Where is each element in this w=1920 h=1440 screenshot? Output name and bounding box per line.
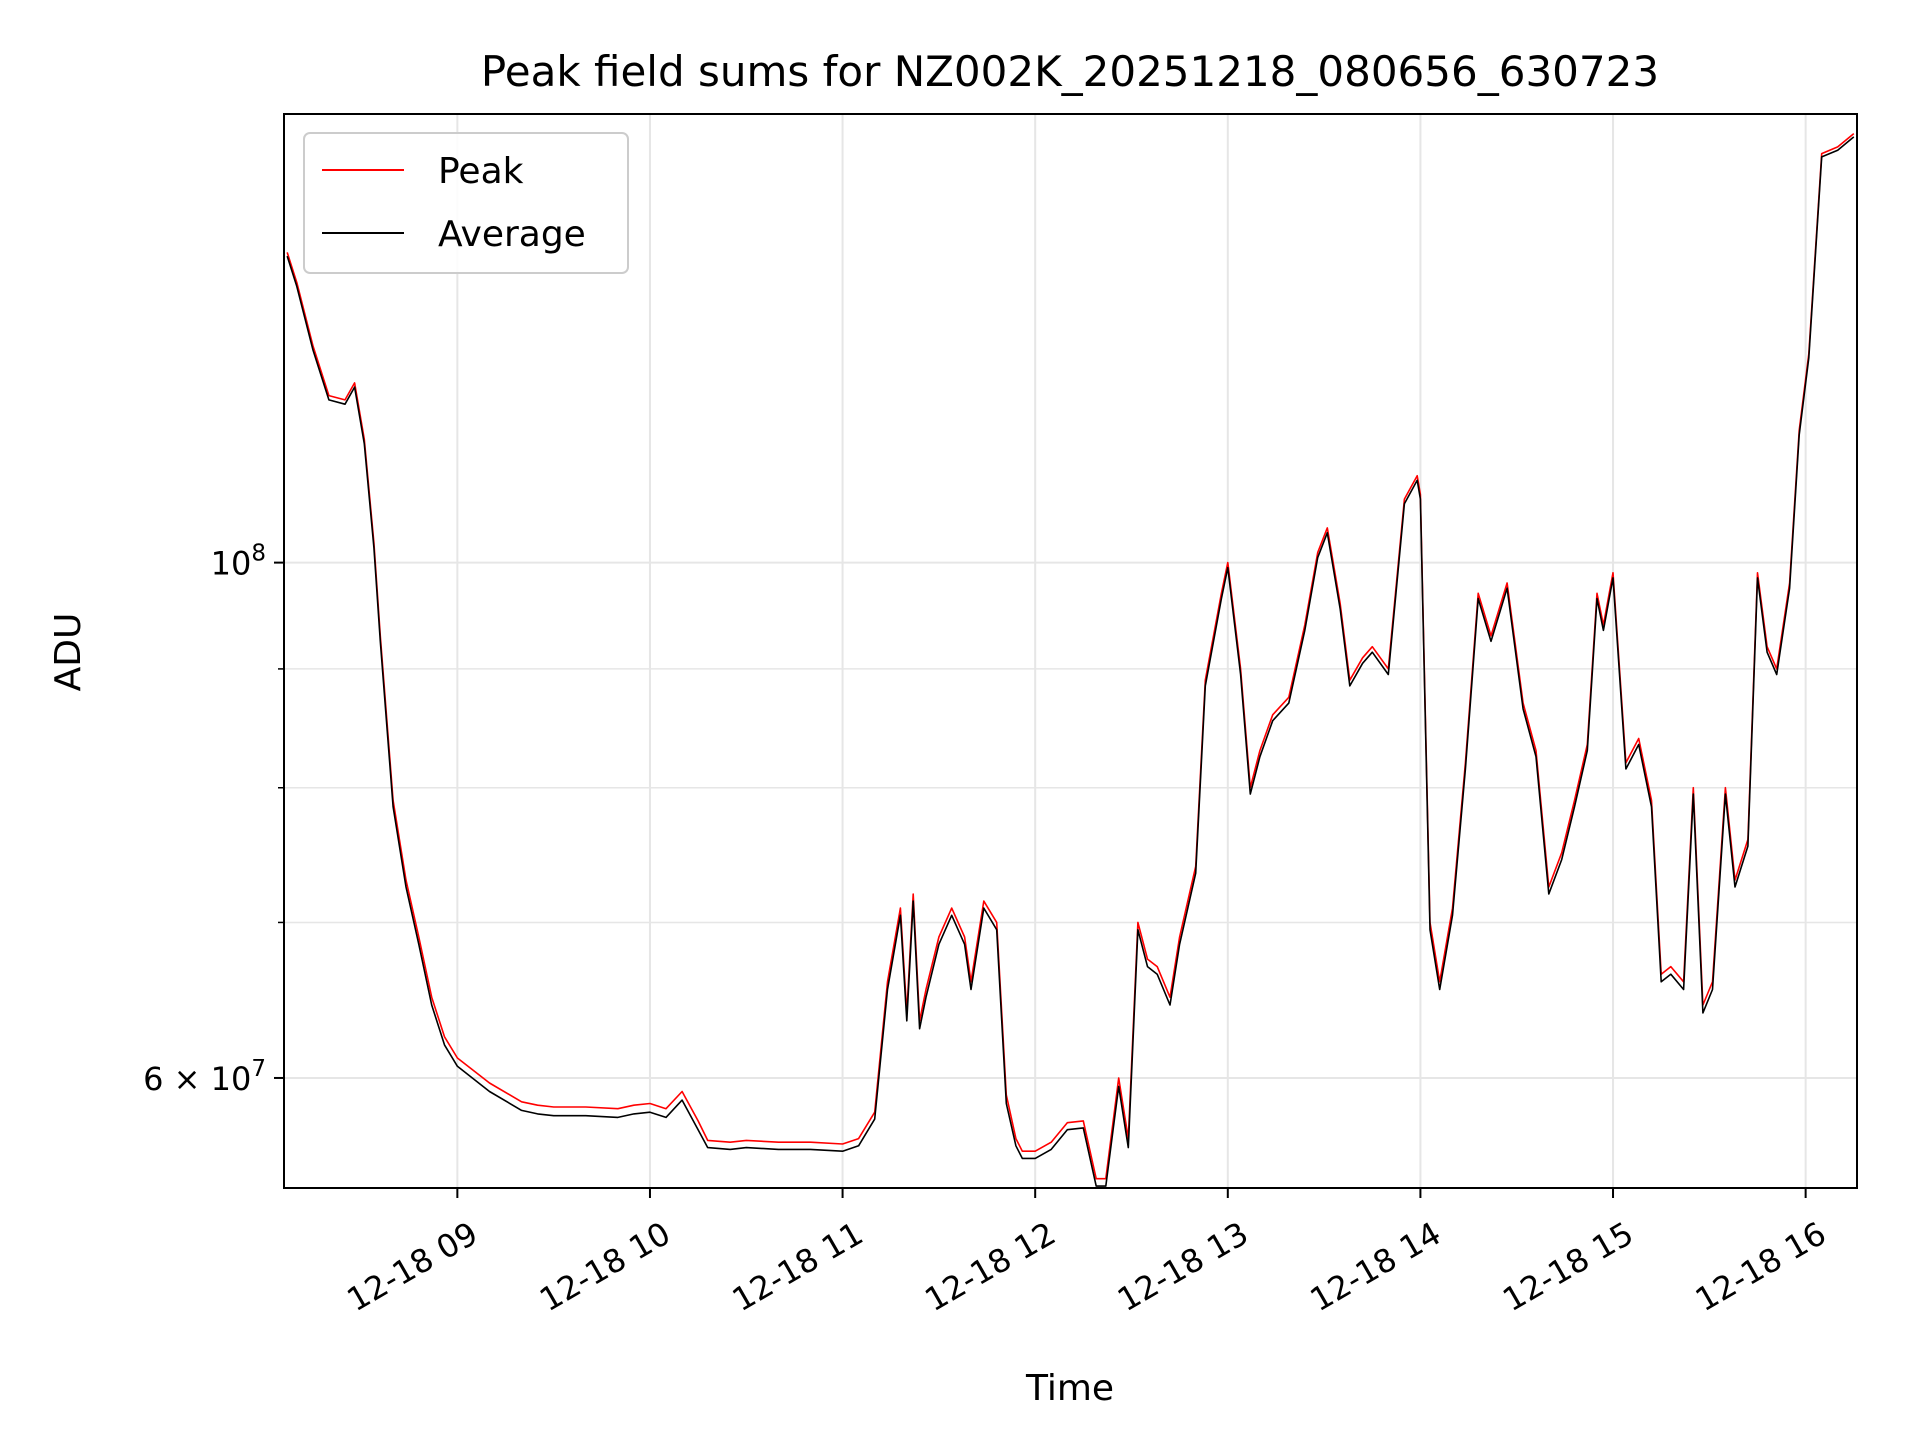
grid [284, 114, 1857, 1188]
legend-label-average: Average [438, 214, 586, 255]
x-axis-label: Time [1025, 1368, 1114, 1409]
chart-title: Peak field sums for NZ002K_20251218_0806… [481, 47, 1659, 96]
y-tick-label: 6 × 107 [143, 1056, 266, 1098]
series-line-peak [286, 132, 1855, 1180]
y-tick-label: 108 [211, 541, 266, 583]
legend: Peak Average [303, 132, 629, 274]
plot-frame [283, 113, 1858, 1189]
legend-label-peak: Peak [438, 151, 524, 192]
y-axis-label: ADU [48, 613, 89, 692]
y-axis-ticks: 6 × 107 108 [143, 541, 284, 1098]
legend-box [303, 132, 629, 274]
plot-series [286, 132, 1855, 1187]
series-line-average [286, 136, 1855, 1187]
